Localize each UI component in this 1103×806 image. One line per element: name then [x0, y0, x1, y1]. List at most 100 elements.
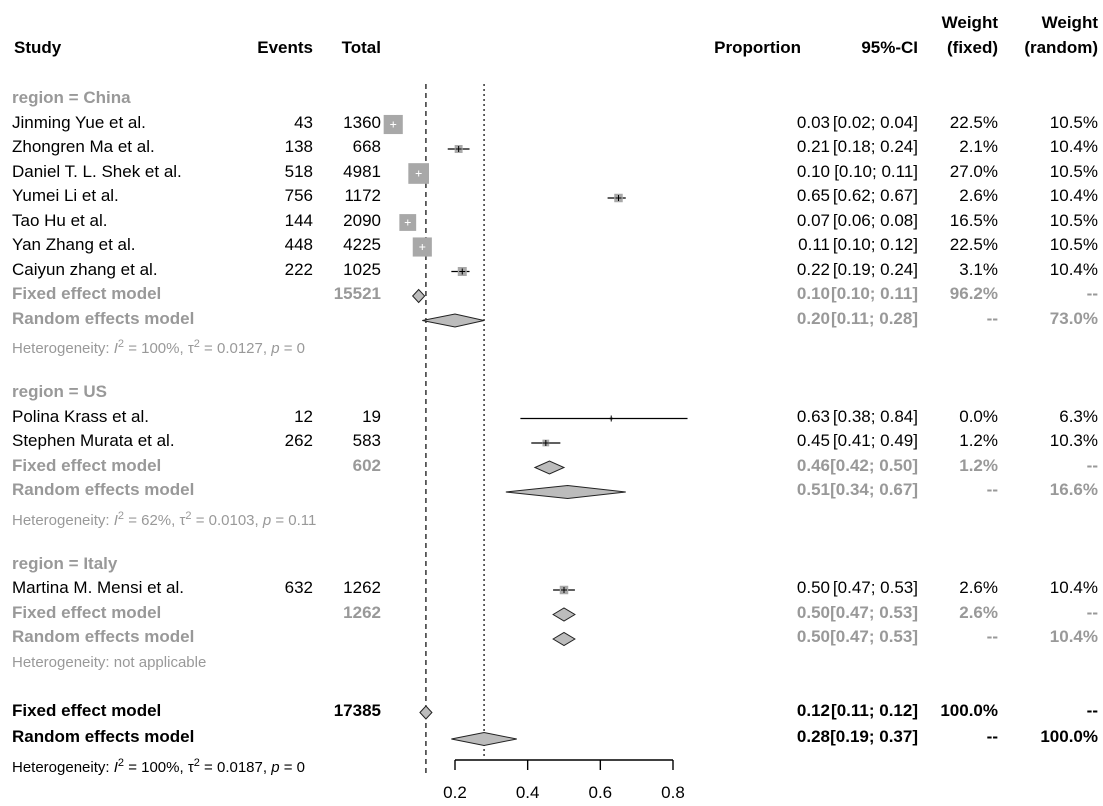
study-total: 583 — [352, 431, 381, 450]
study-weight-random: 10.4% — [1049, 186, 1098, 205]
study-proportion: 0.22 — [796, 259, 830, 279]
fixed-effect-proportion: 0.12 — [796, 700, 830, 720]
het-part: Heterogeneity: — [12, 340, 114, 357]
random-effects-ci: [0.19; 0.37] — [830, 727, 918, 746]
random-effects-proportion: 0.28 — [796, 727, 830, 746]
random-effects-weight-fixed: -- — [986, 727, 998, 746]
study-total: 1262 — [343, 578, 381, 597]
header-events: Events — [257, 38, 313, 57]
study-events: 144 — [284, 210, 313, 230]
study-weight-fixed: 22.5% — [949, 235, 998, 254]
header-weight-random-top: Weight — [1041, 13, 1098, 32]
het-part: I — [113, 340, 118, 357]
study-name: Jinming Yue et al. — [12, 112, 146, 132]
fixed-effect-ci: [0.42; 0.50] — [830, 455, 918, 475]
fixed-effect-weight-random: -- — [1086, 700, 1098, 720]
study-name: Caiyun zhang et al. — [12, 259, 158, 279]
het-part: = 0 — [279, 758, 305, 776]
random-effects-proportion: 0.51 — [796, 480, 830, 499]
fixed-effect-proportion: 0.46 — [796, 455, 830, 475]
study-ci: [0.47; 0.53] — [832, 578, 918, 597]
fixed-effect-diamond — [552, 607, 576, 622]
header-weight-fixed-bottom: (fixed) — [947, 38, 998, 57]
x-axis-tick-label: 0.4 — [516, 783, 540, 802]
het-part: τ — [187, 758, 194, 776]
fixed-effect-name: Fixed effect model — [12, 602, 162, 622]
header-ci: 95%-CI — [861, 38, 918, 57]
study-proportion: 0.50 — [796, 578, 830, 597]
study-name: Zhongren Ma et al. — [12, 137, 155, 156]
fixed-effect-total: 602 — [352, 455, 381, 475]
het-part: = 0.0103, — [191, 511, 263, 529]
study-ci: [0.18; 0.24] — [832, 137, 918, 156]
het-part: = 0.0127, — [199, 340, 272, 357]
x-axis-tick-label: 0.8 — [661, 783, 685, 802]
random-effects-weight-random: 73.0% — [1049, 308, 1098, 328]
random-effects-name: Random effects model — [12, 308, 195, 328]
subgroup-label: region = US — [12, 382, 107, 401]
random-effects-name: Random effects model — [12, 480, 195, 499]
study-total: 1025 — [343, 259, 381, 279]
study-ci: [0.02; 0.04] — [832, 112, 918, 132]
study-name: Yan Zhang et al. — [12, 235, 136, 254]
random-effects-weight-random: 100.0% — [1040, 727, 1098, 746]
het-part: = 0.0187, — [199, 758, 272, 776]
x-axis-tick-label: 0.2 — [443, 783, 467, 802]
random-effects-ci: [0.11; 0.28] — [831, 308, 918, 328]
fixed-effect-name: Fixed effect model — [12, 700, 162, 720]
random-effects-name: Random effects model — [12, 627, 195, 646]
het-part: p — [271, 340, 280, 357]
het-part: = 100%, — [124, 758, 188, 776]
study-weight-fixed: 27.0% — [949, 161, 998, 181]
study-events: 222 — [284, 259, 313, 279]
het-part: = 62%, — [124, 511, 180, 529]
superscript: 2 — [185, 509, 192, 522]
fixed-effect-weight-fixed: 1.2% — [959, 455, 998, 475]
fixed-effect-name: Fixed effect model — [12, 284, 162, 303]
study-ci: [0.38; 0.84] — [832, 406, 918, 426]
random-effects-diamond — [552, 631, 576, 647]
study-total: 2090 — [343, 210, 381, 230]
fixed-effect-ci: [0.47; 0.53] — [830, 602, 918, 622]
random-effects-proportion: 0.20 — [796, 308, 830, 328]
fixed-effect-weight-random: -- — [1086, 602, 1098, 622]
fixed-effect-weight-random: -- — [1086, 284, 1098, 303]
het-part: Heterogeneity: — [12, 511, 114, 529]
study-weight-fixed: 2.6% — [959, 186, 998, 205]
study-name: Tao Hu et al. — [12, 210, 108, 230]
heterogeneity-note: Heterogeneity: I2 = 62%, τ2 = 0.0103, p … — [12, 506, 316, 531]
study-proportion: 0.45 — [796, 431, 830, 450]
heterogeneity-note: Heterogeneity: I2 = 100%, τ2 = 0.0127, p… — [12, 334, 305, 359]
superscript: 2 — [117, 509, 125, 522]
study-weight-fixed: 2.1% — [959, 137, 998, 156]
study-proportion: 0.65 — [796, 186, 830, 205]
study-events: 756 — [284, 186, 313, 205]
study-weight-random: 10.4% — [1049, 578, 1098, 597]
study-weight-fixed: 1.2% — [959, 431, 998, 450]
study-name: Martina M. Mensi et al. — [12, 578, 184, 597]
fixed-effect-weight-fixed: 100.0% — [940, 700, 998, 720]
heterogeneity-note: Heterogeneity: not applicable — [12, 653, 207, 671]
study-events: 632 — [284, 578, 313, 597]
study-total: 19 — [362, 406, 381, 426]
study-total: 668 — [352, 137, 381, 156]
study-events: 262 — [284, 431, 313, 450]
study-weight-random: 10.5% — [1049, 161, 1098, 181]
het-part: I — [113, 511, 118, 529]
study-ci: [0.10; 0.12] — [832, 235, 918, 254]
study-weight-fixed: 3.1% — [959, 259, 998, 279]
study-weight-random: 10.4% — [1049, 259, 1098, 279]
study-events: 43 — [294, 112, 313, 132]
study-name: Polina Krass et al. — [12, 406, 150, 426]
fixed-effect-weight-fixed: 96.2% — [949, 284, 998, 303]
random-effects-diamond — [422, 313, 485, 328]
header-study: Study — [14, 38, 62, 57]
study-weight-fixed: 16.5% — [949, 210, 998, 230]
het-part: p — [262, 511, 272, 529]
het-part: = 100%, — [124, 340, 188, 357]
subgroup-label: region = Italy — [12, 553, 118, 573]
random-effects-weight-fixed: -- — [986, 480, 998, 499]
fixed-effect-proportion: 0.10 — [796, 284, 830, 303]
study-weight-random: 10.5% — [1049, 210, 1098, 230]
